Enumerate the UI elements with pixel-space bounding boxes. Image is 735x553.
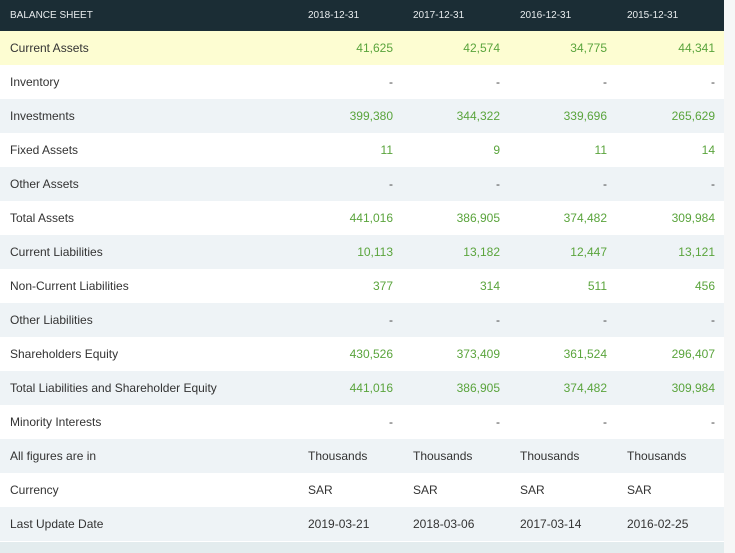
- value-cell: 399,380: [349, 109, 393, 123]
- value-cell: 42,574: [463, 41, 500, 55]
- row-label: Other Assets: [10, 177, 79, 191]
- value-cell: 11: [594, 143, 607, 157]
- meta-cell: 2016-02-25: [627, 517, 689, 531]
- meta-cell: 2018-03-06: [413, 517, 475, 531]
- value-cell: 10,113: [357, 245, 393, 259]
- value-cell: -: [603, 313, 607, 327]
- value-cell: 339,696: [563, 109, 607, 123]
- table-row-non-current-liabilities: Non-Current Liabilities 377 314 511 456: [0, 269, 724, 303]
- meta-cell: Thousands: [520, 449, 580, 463]
- value-cell: -: [496, 177, 500, 191]
- period-header: 2018-12-31: [308, 10, 360, 21]
- value-cell: -: [603, 177, 607, 191]
- table-title: BALANCE SHEET: [10, 10, 93, 21]
- value-cell: -: [389, 313, 393, 327]
- table-row-total-assets: Total Assets 441,016 386,905 374,482 309,984: [0, 201, 724, 235]
- value-cell: 13,121: [678, 245, 715, 259]
- table-row-shareholders-equity: Shareholders Equity 430,526 373,409 361,524…: [0, 337, 724, 371]
- table-row-total-liabilities-and-shareholder-equity: Total Liabilities and Shareholder Equity…: [0, 371, 724, 405]
- value-cell: 34,775: [570, 41, 607, 55]
- row-label: Currency: [10, 483, 59, 497]
- value-cell: -: [496, 415, 500, 429]
- value-cell: 44,341: [678, 41, 715, 55]
- row-label: Non-Current Liabilities: [10, 279, 129, 293]
- value-cell: 265,629: [671, 109, 715, 123]
- table-row-currency: Currency SAR SAR SAR SAR: [0, 473, 724, 507]
- value-cell: 12,447: [570, 245, 607, 259]
- value-cell: 361,524: [563, 347, 607, 361]
- row-label: Minority Interests: [10, 415, 102, 429]
- meta-cell: Thousands: [627, 449, 687, 463]
- table-row-investments: Investments 399,380 344,322 339,696 265,629: [0, 99, 724, 133]
- value-cell: 441,016: [349, 211, 393, 225]
- table-row-fixed-assets: Fixed Assets 11 9 11 14: [0, 133, 724, 167]
- value-cell: -: [711, 75, 715, 89]
- value-cell: 41,625: [356, 41, 393, 55]
- period-header: 2017-12-31: [413, 10, 465, 21]
- value-cell: 374,482: [563, 211, 607, 225]
- table-footer-strip: [0, 541, 724, 553]
- value-cell: -: [603, 415, 607, 429]
- value-cell: 430,526: [349, 347, 393, 361]
- value-cell: -: [711, 177, 715, 191]
- value-cell: 314: [479, 279, 500, 293]
- row-label: Last Update Date: [10, 517, 104, 531]
- meta-cell: SAR: [520, 483, 545, 497]
- row-label: Total Liabilities and Shareholder Equity: [10, 381, 217, 395]
- meta-cell: Thousands: [413, 449, 473, 463]
- table-row-other-assets: Other Assets - - - -: [0, 167, 724, 201]
- row-label: Investments: [10, 109, 75, 123]
- value-cell: 344,322: [456, 109, 500, 123]
- meta-cell: 2017-03-14: [520, 517, 582, 531]
- meta-cell: SAR: [627, 483, 652, 497]
- value-cell: -: [711, 313, 715, 327]
- table-row-last-update-date: Last Update Date 2019-03-21 2018-03-06 2017…: [0, 507, 724, 541]
- value-cell: -: [603, 75, 607, 89]
- row-label: Current Liabilities: [10, 245, 103, 259]
- meta-cell: 2019-03-21: [308, 517, 370, 531]
- value-cell: 386,905: [456, 211, 500, 225]
- value-cell: 456: [694, 279, 715, 293]
- balance-sheet-table: BALANCE SHEET 2018-12-31 2017-12-31 2016…: [0, 0, 724, 541]
- value-cell: 386,905: [456, 381, 500, 395]
- row-label: Shareholders Equity: [10, 347, 119, 361]
- value-cell: -: [389, 75, 393, 89]
- value-cell: 377: [372, 279, 393, 293]
- value-cell: 14: [701, 143, 715, 157]
- table-row-minority-interests: Minority Interests - - - -: [0, 405, 724, 439]
- value-cell: 511: [587, 279, 607, 293]
- period-header: 2015-12-31: [627, 10, 679, 21]
- row-label: Other Liabilities: [10, 313, 93, 327]
- value-cell: 309,984: [671, 381, 715, 395]
- row-label: Inventory: [10, 75, 60, 89]
- value-cell: -: [496, 75, 500, 89]
- table-row-current-assets: Current Assets 41,625 42,574 34,775 44,341: [0, 31, 724, 65]
- value-cell: 374,482: [563, 381, 607, 395]
- value-cell: -: [389, 415, 393, 429]
- table-row-all-figures-are-in: All figures are in Thousands Thousands Thou…: [0, 439, 724, 473]
- meta-cell: Thousands: [308, 449, 368, 463]
- meta-cell: SAR: [413, 483, 438, 497]
- value-cell: 309,984: [671, 211, 715, 225]
- table-header-row: BALANCE SHEET 2018-12-31 2017-12-31 2016…: [0, 0, 724, 31]
- row-label: Total Assets: [10, 211, 75, 225]
- value-cell: 9: [493, 143, 500, 157]
- table-row-inventory: Inventory - - - -: [0, 65, 724, 99]
- table-row-other-liabilities: Other Liabilities - - - -: [0, 303, 724, 337]
- value-cell: 13,182: [463, 245, 500, 259]
- value-cell: -: [389, 177, 393, 191]
- value-cell: 373,409: [456, 347, 500, 361]
- table-row-current-liabilities: Current Liabilities 10,113 13,182 12,447 13,…: [0, 235, 724, 269]
- value-cell: -: [496, 313, 500, 327]
- value-cell: 441,016: [349, 381, 393, 395]
- value-cell: 11: [380, 143, 393, 157]
- row-label: All figures are in: [10, 449, 97, 463]
- value-cell: -: [711, 415, 715, 429]
- meta-cell: SAR: [308, 483, 333, 497]
- period-header: 2016-12-31: [520, 10, 572, 21]
- row-label: Fixed Assets: [10, 143, 79, 157]
- row-label: Current Assets: [10, 41, 89, 55]
- value-cell: 296,407: [671, 347, 715, 361]
